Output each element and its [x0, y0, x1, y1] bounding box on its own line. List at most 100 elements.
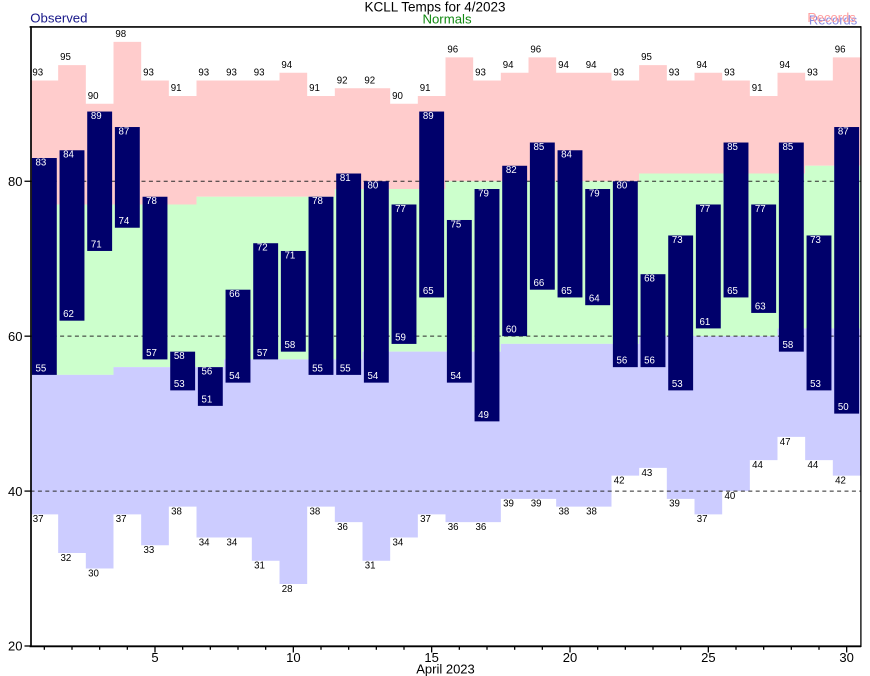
svg-text:93: 93 [475, 68, 486, 79]
svg-text:37: 37 [116, 514, 127, 525]
svg-text:73: 73 [810, 235, 821, 246]
svg-text:93: 93 [724, 68, 735, 79]
svg-text:58: 58 [782, 340, 793, 351]
svg-text:38: 38 [558, 506, 569, 517]
svg-text:75: 75 [450, 219, 461, 230]
svg-text:Records: Records [807, 10, 856, 25]
svg-text:71: 71 [284, 250, 295, 261]
svg-text:81: 81 [340, 173, 351, 184]
svg-text:96: 96 [835, 44, 846, 55]
svg-text:38: 38 [171, 506, 182, 517]
svg-text:96: 96 [530, 44, 541, 55]
svg-text:84: 84 [561, 150, 572, 161]
svg-text:94: 94 [281, 60, 292, 71]
svg-text:32: 32 [60, 553, 71, 564]
svg-text:34: 34 [392, 537, 403, 548]
svg-text:93: 93 [198, 68, 209, 79]
svg-text:85: 85 [727, 142, 738, 153]
svg-text:Records: Records [809, 12, 858, 27]
svg-text:39: 39 [531, 499, 542, 510]
svg-text:5: 5 [151, 650, 158, 665]
svg-text:Normals: Normals [422, 12, 471, 27]
svg-text:96: 96 [447, 44, 458, 55]
svg-text:20: 20 [563, 650, 577, 665]
svg-text:42: 42 [614, 475, 625, 486]
svg-text:38: 38 [309, 506, 320, 517]
svg-text:85: 85 [782, 142, 793, 153]
svg-text:74: 74 [118, 216, 129, 227]
svg-text:55: 55 [35, 363, 46, 374]
svg-text:55: 55 [312, 363, 323, 374]
svg-text:87: 87 [838, 126, 849, 137]
svg-text:90: 90 [88, 91, 99, 102]
svg-text:34: 34 [226, 537, 237, 548]
svg-text:66: 66 [229, 289, 240, 300]
svg-text:54: 54 [450, 371, 461, 382]
svg-text:63: 63 [755, 301, 766, 312]
svg-text:93: 93 [143, 68, 154, 79]
svg-text:44: 44 [807, 460, 818, 471]
svg-text:72: 72 [257, 243, 268, 254]
svg-text:33: 33 [143, 545, 154, 556]
svg-text:78: 78 [146, 196, 157, 207]
svg-text:91: 91 [420, 83, 431, 94]
svg-text:65: 65 [423, 286, 434, 297]
svg-text:91: 91 [752, 83, 763, 94]
svg-text:36: 36 [448, 522, 459, 533]
svg-text:82: 82 [506, 165, 517, 176]
svg-text:77: 77 [699, 204, 710, 215]
svg-text:55: 55 [340, 363, 351, 374]
svg-text:56: 56 [644, 356, 655, 367]
svg-text:56: 56 [201, 366, 212, 377]
svg-text:57: 57 [146, 348, 157, 359]
svg-text:43: 43 [641, 468, 652, 479]
svg-text:56: 56 [616, 356, 627, 367]
svg-text:61: 61 [699, 317, 710, 328]
svg-text:94: 94 [779, 60, 790, 71]
svg-text:94: 94 [503, 60, 514, 71]
svg-text:39: 39 [669, 499, 680, 510]
svg-text:54: 54 [367, 371, 378, 382]
svg-text:30: 30 [839, 650, 853, 665]
svg-text:Observed: Observed [30, 11, 87, 26]
svg-text:31: 31 [365, 561, 376, 572]
svg-text:90: 90 [392, 91, 403, 102]
svg-text:93: 93 [226, 68, 237, 79]
svg-text:91: 91 [309, 83, 320, 94]
svg-text:50: 50 [838, 402, 849, 413]
svg-text:77: 77 [395, 204, 406, 215]
svg-text:28: 28 [282, 584, 293, 595]
svg-text:65: 65 [561, 286, 572, 297]
svg-text:25: 25 [701, 650, 715, 665]
svg-text:89: 89 [91, 111, 102, 122]
svg-text:37: 37 [33, 514, 44, 525]
svg-text:91: 91 [171, 83, 182, 94]
svg-text:58: 58 [174, 351, 185, 362]
svg-text:79: 79 [589, 188, 600, 199]
svg-text:April 2023: April 2023 [416, 662, 475, 676]
svg-text:53: 53 [672, 379, 683, 390]
svg-text:58: 58 [284, 340, 295, 351]
svg-text:94: 94 [696, 60, 707, 71]
svg-text:42: 42 [835, 475, 846, 486]
svg-text:54: 54 [229, 371, 240, 382]
svg-text:60: 60 [8, 329, 22, 344]
svg-text:95: 95 [60, 52, 71, 63]
svg-text:93: 93 [254, 68, 265, 79]
svg-text:94: 94 [558, 60, 569, 71]
svg-text:93: 93 [669, 68, 680, 79]
svg-text:20: 20 [8, 639, 22, 654]
svg-text:37: 37 [420, 514, 431, 525]
svg-text:37: 37 [697, 514, 708, 525]
svg-text:78: 78 [312, 196, 323, 207]
svg-text:10: 10 [286, 650, 300, 665]
svg-text:60: 60 [506, 325, 517, 336]
svg-text:34: 34 [199, 537, 210, 548]
svg-text:49: 49 [478, 410, 489, 421]
svg-text:36: 36 [475, 522, 486, 533]
svg-text:53: 53 [810, 379, 821, 390]
svg-text:94: 94 [586, 60, 597, 71]
svg-text:47: 47 [780, 437, 791, 448]
svg-text:77: 77 [755, 204, 766, 215]
svg-text:95: 95 [641, 52, 652, 63]
